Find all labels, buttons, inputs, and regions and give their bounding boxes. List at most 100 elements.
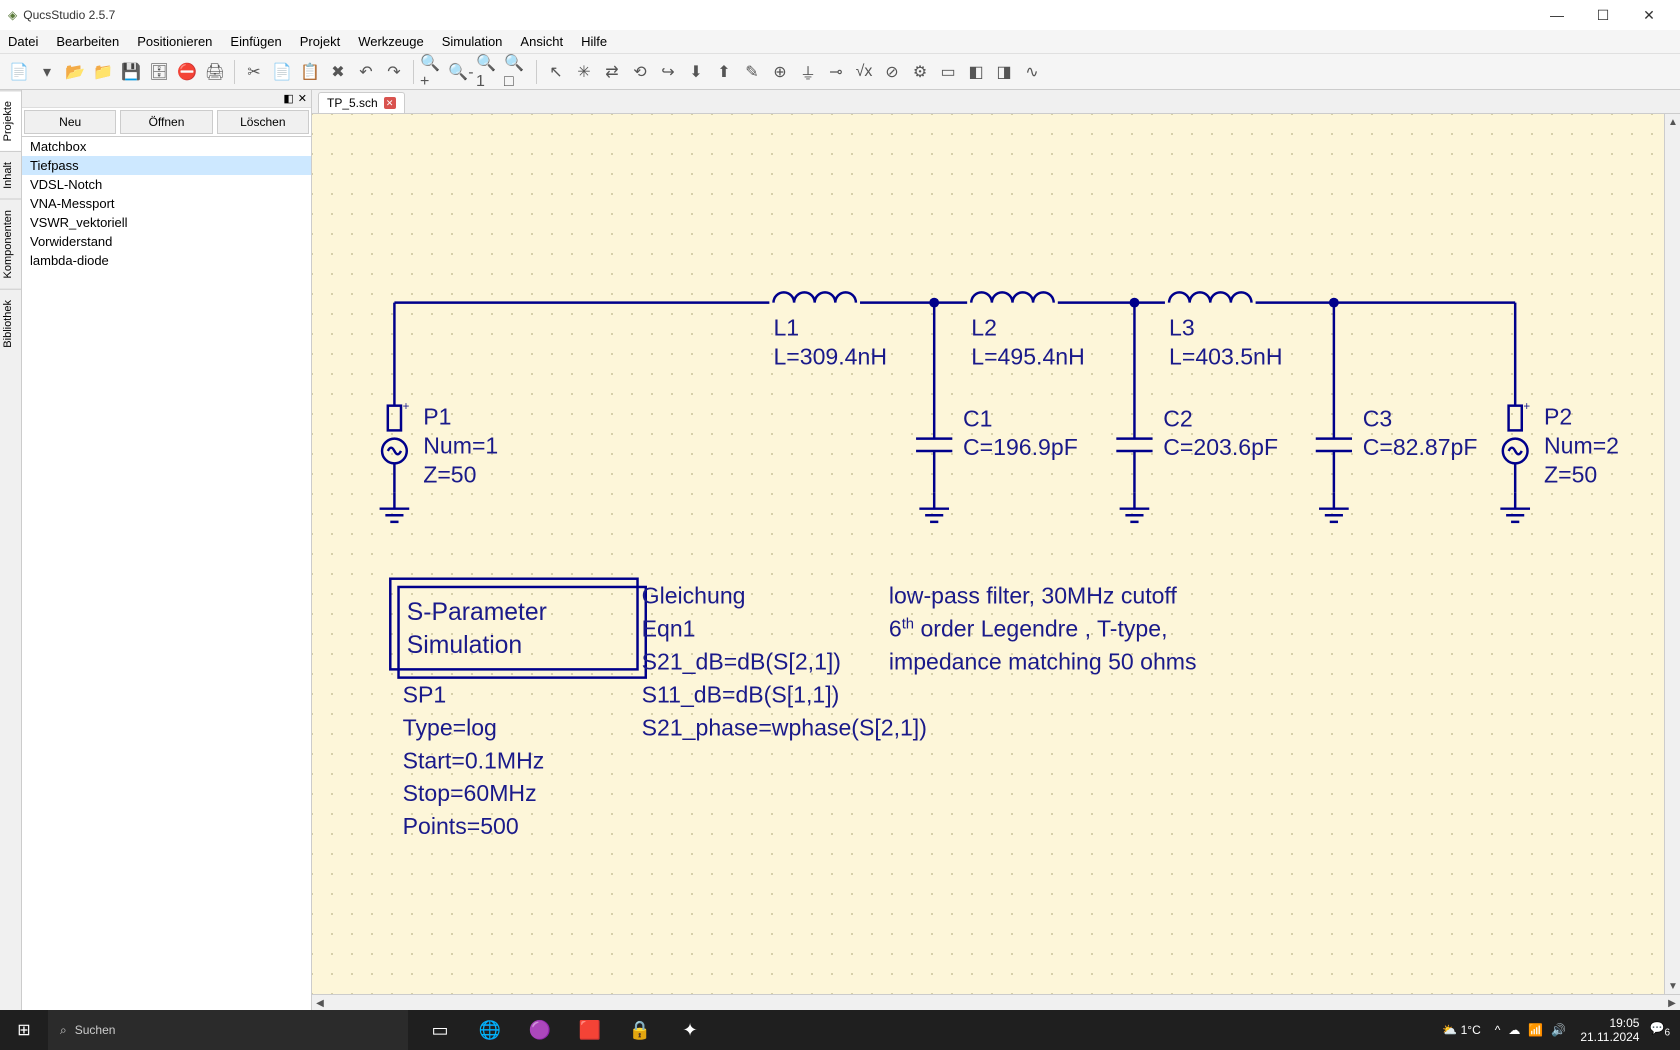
toolbar-button[interactable]: 💾: [118, 59, 144, 85]
project-item[interactable]: VSWR_vektoriell: [22, 213, 311, 232]
notifications-icon[interactable]: 💬6: [1649, 1021, 1670, 1038]
toolbar-button[interactable]: ↪: [655, 59, 681, 85]
svg-text:+: +: [1523, 401, 1530, 413]
svg-text:Stop=60MHz: Stop=60MHz: [403, 780, 537, 806]
menu-werkzeuge[interactable]: Werkzeuge: [358, 34, 424, 49]
toolbar-button[interactable]: 🔍+: [420, 59, 446, 85]
tray-icon[interactable]: ☁: [1508, 1023, 1520, 1037]
tray-icon[interactable]: 📶: [1528, 1023, 1543, 1037]
horizontal-scrollbar[interactable]: ◀ ▶: [312, 994, 1680, 1010]
panel-float-icon[interactable]: ◧: [283, 92, 293, 105]
toolbar-button[interactable]: 📂: [62, 59, 88, 85]
weather-widget[interactable]: ⛅ 1°C: [1442, 1023, 1480, 1037]
taskbar-clock[interactable]: 19:05 21.11.2024: [1580, 1016, 1639, 1045]
svg-text:L=495.4nH: L=495.4nH: [971, 343, 1085, 369]
svg-text:C1: C1: [963, 405, 992, 431]
toolbar-button[interactable]: 📁: [90, 59, 116, 85]
toolbar-button[interactable]: ⊕: [767, 59, 793, 85]
scroll-right-icon[interactable]: ▶: [1664, 995, 1680, 1011]
toolbar-button[interactable]: 🔍-: [448, 59, 474, 85]
project-item[interactable]: VDSL-Notch: [22, 175, 311, 194]
toolbar-button[interactable]: 📄: [6, 59, 32, 85]
scroll-down-icon[interactable]: ▼: [1665, 978, 1680, 994]
maximize-button[interactable]: ☐: [1580, 0, 1626, 30]
project-list[interactable]: MatchboxTiefpassVDSL-NotchVNA-MessportVS…: [22, 137, 311, 1010]
project-panel: ◧ ✕ Neu Öffnen Löschen MatchboxTiefpassV…: [22, 90, 312, 1010]
sidetab-bibliothek[interactable]: Bibliothek: [0, 289, 21, 358]
toolbar-button[interactable]: ✳: [571, 59, 597, 85]
toolbar-button[interactable]: ∿: [1019, 59, 1045, 85]
delete-project-button[interactable]: Löschen: [217, 110, 309, 134]
taskbar-app-icon[interactable]: 🟥: [566, 1010, 614, 1050]
menu-einfügen[interactable]: Einfügen: [230, 34, 281, 49]
toolbar-button[interactable]: ✂: [241, 59, 267, 85]
toolbar-button[interactable]: 🔍1: [476, 59, 502, 85]
title-bar: ◈ QucsStudio 2.5.7 — ☐ ✕: [0, 0, 1680, 30]
toolbar-button[interactable]: ⟲: [627, 59, 653, 85]
toolbar-button[interactable]: ↖: [543, 59, 569, 85]
svg-text:Eqn1: Eqn1: [642, 615, 696, 641]
toolbar-button[interactable]: ✎: [739, 59, 765, 85]
taskbar-app-icon[interactable]: 🔒: [616, 1010, 664, 1050]
toolbar-button[interactable]: ▭: [935, 59, 961, 85]
taskbar-app-icon[interactable]: ✦: [666, 1010, 714, 1050]
toolbar-button[interactable]: ⬆: [711, 59, 737, 85]
scroll-left-icon[interactable]: ◀: [312, 995, 328, 1011]
sidetab-projekte[interactable]: Projekte: [0, 90, 21, 151]
toolbar-button[interactable]: 📄: [269, 59, 295, 85]
toolbar-button[interactable]: 📋: [297, 59, 323, 85]
menu-ansicht[interactable]: Ansicht: [520, 34, 563, 49]
toolbar-button[interactable]: ⏚: [795, 59, 821, 85]
sidetab-komponenten[interactable]: Komponenten: [0, 199, 21, 289]
toolbar-button[interactable]: ✖: [325, 59, 351, 85]
open-project-button[interactable]: Öffnen: [120, 110, 212, 134]
tray-icon[interactable]: 🔊: [1551, 1023, 1566, 1037]
taskbar-app-icon[interactable]: 🌐: [466, 1010, 514, 1050]
menu-positionieren[interactable]: Positionieren: [137, 34, 212, 49]
toolbar-button[interactable]: ⛔: [174, 59, 200, 85]
system-tray[interactable]: ⛅ 1°C ^ ☁ 📶 🔊 19:05 21.11.2024 💬6: [1432, 1016, 1680, 1045]
toolbar-button[interactable]: ⊘: [879, 59, 905, 85]
tray-icon[interactable]: ^: [1495, 1023, 1501, 1037]
panel-close-icon[interactable]: ✕: [298, 92, 307, 105]
menu-hilfe[interactable]: Hilfe: [581, 34, 607, 49]
new-project-button[interactable]: Neu: [24, 110, 116, 134]
svg-text:P2: P2: [1544, 404, 1572, 430]
toolbar-button[interactable]: 🖨: [202, 59, 228, 85]
taskbar-app-icon[interactable]: 🟣: [516, 1010, 564, 1050]
menu-bearbeiten[interactable]: Bearbeiten: [56, 34, 119, 49]
project-item[interactable]: lambda-diode: [22, 251, 311, 270]
project-item[interactable]: Tiefpass: [22, 156, 311, 175]
menu-projekt[interactable]: Projekt: [300, 34, 340, 49]
project-item[interactable]: VNA-Messport: [22, 194, 311, 213]
schematic-canvas[interactable]: L1L=309.4nHL2L=495.4nHL3L=403.5nHC1C=196…: [312, 114, 1680, 994]
sidetab-inhalt[interactable]: Inhalt: [0, 151, 21, 199]
toolbar-button[interactable]: 🗄: [146, 59, 172, 85]
toolbar-button[interactable]: ⇄: [599, 59, 625, 85]
tab-close-icon[interactable]: ✕: [384, 97, 396, 109]
project-item[interactable]: Vorwiderstand: [22, 232, 311, 251]
project-item[interactable]: Matchbox: [22, 137, 311, 156]
menu-simulation[interactable]: Simulation: [442, 34, 503, 49]
toolbar-button[interactable]: ↶: [353, 59, 379, 85]
toolbar-button[interactable]: ▾: [34, 59, 60, 85]
tab-tp5[interactable]: TP_5.sch ✕: [318, 92, 405, 113]
toolbar-button[interactable]: ⊸: [823, 59, 849, 85]
toolbar-button[interactable]: ◧: [963, 59, 989, 85]
start-button[interactable]: ⊞: [0, 1010, 48, 1050]
menu-datei[interactable]: Datei: [8, 34, 38, 49]
taskbar-search[interactable]: ⌕ Suchen: [48, 1010, 408, 1050]
close-button[interactable]: ✕: [1626, 0, 1672, 30]
minimize-button[interactable]: —: [1534, 0, 1580, 30]
tab-label: TP_5.sch: [327, 96, 378, 110]
toolbar-button[interactable]: ◨: [991, 59, 1017, 85]
svg-text:L=403.5nH: L=403.5nH: [1169, 343, 1282, 369]
scroll-up-icon[interactable]: ▲: [1665, 114, 1680, 130]
taskbar-app-icon[interactable]: ▭: [416, 1010, 464, 1050]
toolbar-button[interactable]: ↷: [381, 59, 407, 85]
toolbar-button[interactable]: ⚙: [907, 59, 933, 85]
toolbar-button[interactable]: ⬇: [683, 59, 709, 85]
toolbar-button[interactable]: 🔍□: [504, 59, 530, 85]
vertical-scrollbar[interactable]: ▲ ▼: [1664, 114, 1680, 994]
toolbar-button[interactable]: √x: [851, 59, 877, 85]
